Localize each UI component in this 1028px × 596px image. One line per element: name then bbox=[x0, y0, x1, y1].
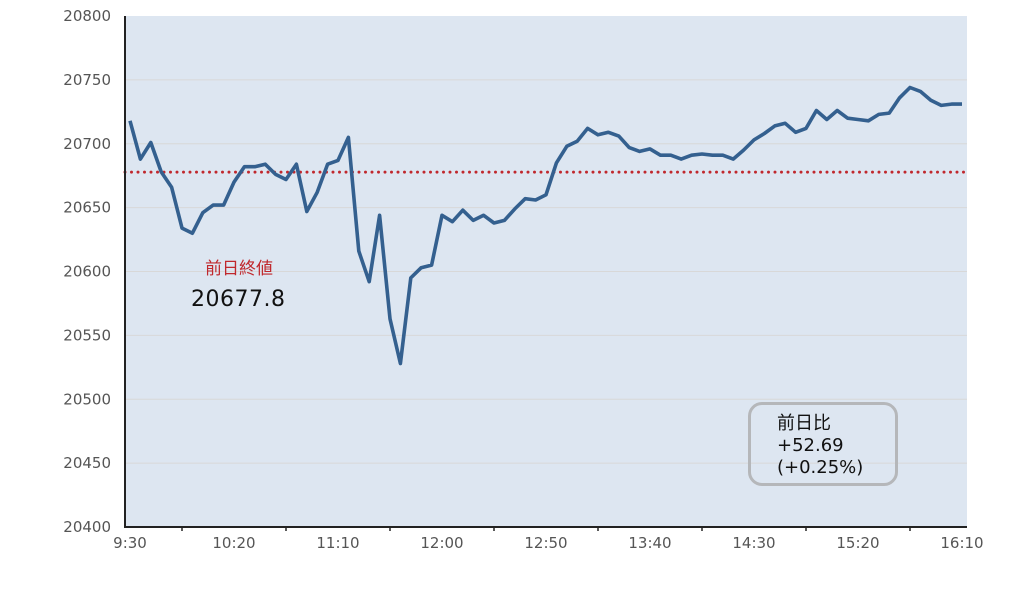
y-tick-label: 20700 bbox=[63, 135, 111, 153]
y-tick-label: 20550 bbox=[63, 326, 111, 344]
y-tick-label: 20600 bbox=[63, 263, 111, 281]
y-tick-label: 20650 bbox=[63, 199, 111, 217]
change-annotation-box: 前日比 +52.69 (+0.25%) bbox=[748, 402, 898, 486]
y-tick-label: 20400 bbox=[63, 518, 111, 536]
x-tick-label: 15:20 bbox=[836, 534, 879, 552]
y-tick-label: 20800 bbox=[63, 7, 111, 25]
change-label: 前日比 bbox=[777, 413, 831, 434]
x-tick-label: 14:30 bbox=[732, 534, 775, 552]
x-tick-label: 12:00 bbox=[420, 534, 463, 552]
y-tick-label: 20450 bbox=[63, 454, 111, 472]
y-tick-label: 20750 bbox=[63, 71, 111, 89]
previous-close-label: 前日終値 bbox=[205, 259, 273, 279]
x-tick-label: 16:10 bbox=[940, 534, 983, 552]
x-tick-label: 10:20 bbox=[212, 534, 255, 552]
y-tick-label: 20500 bbox=[63, 390, 111, 408]
x-tick-label: 11:10 bbox=[316, 534, 359, 552]
previous-close-value: 20677.8 bbox=[191, 287, 286, 312]
change-value: +52.69 bbox=[777, 435, 844, 456]
change-percent: (+0.25%) bbox=[777, 457, 864, 478]
x-tick-label: 13:40 bbox=[628, 534, 671, 552]
x-tick-label: 9:30 bbox=[113, 534, 147, 552]
x-tick-label: 12:50 bbox=[524, 534, 567, 552]
